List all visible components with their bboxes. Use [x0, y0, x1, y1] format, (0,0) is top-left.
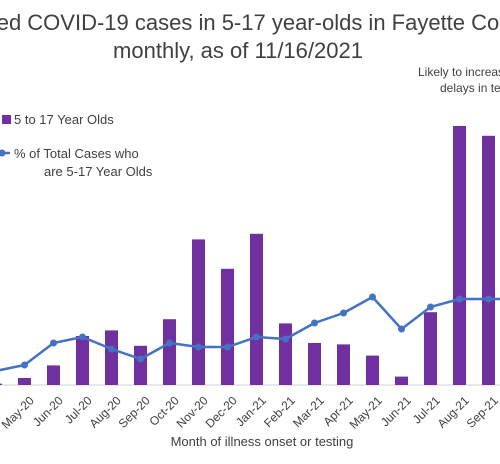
legend-line-label-1: % of Total Cases who [14, 146, 139, 161]
x-tick-feb-21: Feb-21 [261, 393, 298, 430]
bar-jul-21 [424, 312, 437, 385]
line-point-apr-21 [340, 309, 347, 317]
line-layer [0, 293, 500, 372]
line-point-dec-20 [224, 343, 231, 351]
x-tick-jun-21: Jun-21 [378, 393, 414, 429]
legend-bar-label: 5 to 17 Year Olds [14, 112, 114, 127]
bar-sep-21 [482, 135, 495, 385]
bars-layer [0, 126, 495, 385]
legend-bar-swatch [2, 115, 11, 124]
bar-aug-21 [453, 126, 466, 385]
bar-jun-20 [47, 365, 60, 385]
line-point-sep-21 [485, 295, 492, 303]
x-tick-sep-20: Sep-20 [116, 393, 153, 430]
bar-jun-21 [395, 376, 408, 385]
bar-may-20 [18, 378, 31, 385]
line-point-jun-21 [398, 325, 405, 333]
bar-dec-20 [221, 268, 234, 385]
line-point-may-21 [369, 293, 376, 301]
line-point-jul-21 [427, 303, 434, 311]
legend-line-label-2: are 5-17 Year Olds [44, 164, 153, 179]
line-point-mar-21 [311, 319, 318, 327]
line-point-sep-20 [137, 355, 144, 363]
bar-jul-20 [76, 336, 89, 385]
x-tick-nov-20: Nov-20 [174, 393, 211, 430]
line-point-aug-20 [108, 345, 115, 353]
line-point-may-20 [21, 361, 28, 369]
line-point-nov-20 [195, 343, 202, 351]
x-tick-aug-20: Aug-20 [87, 393, 124, 430]
bar-may-21 [366, 355, 379, 385]
line-point-jan-21 [253, 333, 260, 341]
line-point-oct-20 [166, 339, 173, 347]
x-tick-may-20: May-20 [0, 393, 37, 431]
bar-jan-21 [250, 233, 263, 385]
line-point-jun-20 [50, 339, 57, 347]
x-tick-may-21: May-21 [347, 393, 385, 431]
line-point-feb-21 [282, 335, 289, 343]
bar-aug-20 [105, 330, 118, 385]
chart-title-line1: Reported COVID-19 cases in 5-17 year-old… [0, 10, 500, 35]
bar-sep-20 [134, 345, 147, 385]
x-tick-labels: May-20Jun-20Jul-20Aug-20Sep-20Oct-20Nov-… [0, 393, 500, 431]
legend-line-marker [0, 149, 6, 157]
annotation-line1: Likely to increase due to [418, 65, 500, 79]
bar-apr-21 [337, 344, 350, 385]
chart-title-line2: monthly, as of 11/16/2021 [113, 38, 363, 63]
x-tick-sep-21: Sep-21 [464, 393, 500, 430]
line-point-aug-21 [456, 295, 463, 303]
x-tick-jun-20: Jun-20 [30, 393, 66, 429]
bar-feb-21 [279, 323, 292, 385]
annotation-line2: delays in testing [440, 81, 500, 95]
bar-apr-20 [0, 383, 2, 385]
bar-oct-20 [163, 319, 176, 385]
line-point-jul-20 [79, 333, 86, 341]
x-tick-mar-21: Mar-21 [290, 393, 327, 430]
x-tick-aug-21: Aug-21 [435, 393, 472, 430]
x-tick-dec-20: Dec-20 [203, 393, 240, 430]
bar-nov-20 [192, 239, 205, 385]
bar-mar-21 [308, 343, 321, 385]
x-axis-title: Month of illness onset or testing [171, 434, 354, 449]
